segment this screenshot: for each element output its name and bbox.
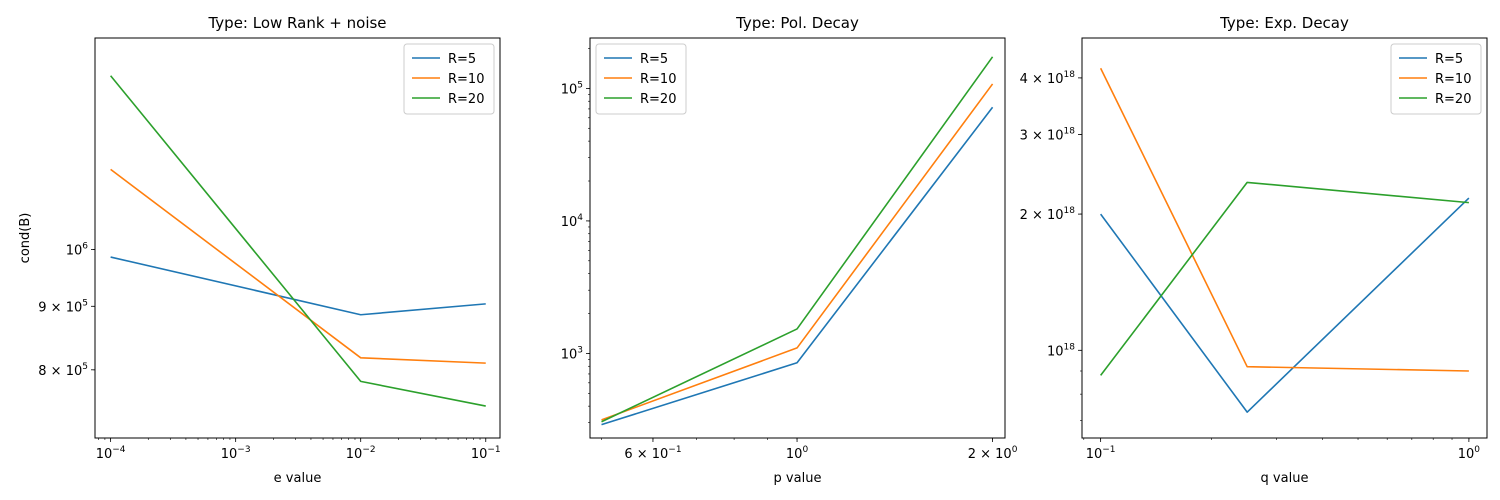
tick-label: 105 — [561, 80, 583, 97]
tick-exponent: 5 — [577, 80, 583, 90]
series-line-r5 — [601, 106, 994, 426]
axes-frame — [589, 37, 1006, 439]
tick-base: 10 — [561, 82, 578, 97]
chart-title: Type: Exp. Decay — [1219, 14, 1349, 32]
tick-label: 10−1 — [1086, 445, 1116, 462]
tick-exponent: 0 — [1012, 445, 1018, 455]
tick-exponent: 0 — [1474, 445, 1480, 455]
x-axis-label: q value — [1261, 471, 1309, 486]
tick-base: 4 × 10 — [1020, 72, 1064, 87]
x-axis-label: p value — [774, 471, 822, 486]
tick-base: 10 — [96, 447, 113, 462]
tick-base: 2 × 10 — [968, 447, 1012, 462]
tick-exponent: −1 — [1102, 445, 1115, 455]
series-line-r5 — [1099, 197, 1470, 413]
tick-base: 10 — [561, 215, 578, 230]
tick-base: 10 — [221, 447, 238, 462]
tick-base: 10 — [346, 447, 363, 462]
tick-exponent: 18 — [1064, 126, 1076, 136]
tick-exponent: 4 — [577, 213, 583, 223]
tick-exponent: −4 — [112, 445, 126, 455]
series-line-r20 — [601, 56, 994, 423]
x-axis-label: e value — [274, 471, 322, 486]
series-line-r10 — [1099, 67, 1469, 372]
tick-exponent: 5 — [82, 298, 88, 308]
tick-base: 10 — [66, 243, 83, 258]
axes-frame — [1081, 37, 1488, 439]
tick-exponent: −2 — [362, 445, 375, 455]
tick-label: 6 × 10−1 — [624, 445, 681, 462]
tick-label: 106 — [66, 241, 89, 258]
tick-base: 2 × 10 — [1020, 208, 1064, 223]
series-line-r5 — [110, 256, 486, 316]
series-line-r20 — [110, 75, 486, 407]
tick-exponent: −3 — [237, 445, 250, 455]
tick-base: 10 — [1458, 447, 1475, 462]
legend-label: R=10 — [640, 72, 676, 87]
tick-base: 6 × 10 — [624, 447, 668, 462]
tick-label: 8 × 105 — [38, 362, 88, 379]
tick-exponent: 6 — [82, 241, 88, 251]
tick-exponent: 0 — [802, 445, 808, 455]
legend: R=5 R=10 R=20 — [1390, 43, 1482, 115]
tick-exponent: 18 — [1064, 206, 1076, 216]
chart-title: Type: Low Rank + noise — [207, 14, 386, 32]
tick-label: 100 — [1458, 445, 1481, 462]
tick-base: 3 × 10 — [1020, 128, 1064, 143]
legend-box — [595, 43, 687, 115]
tick-base: 10 — [1047, 344, 1064, 359]
tick-label: 9 × 105 — [38, 298, 88, 315]
tick-exponent: 18 — [1064, 342, 1076, 352]
legend-label: R=10 — [1435, 72, 1471, 87]
tick-label: 3 × 1018 — [1020, 126, 1076, 143]
tick-label: 10−1 — [471, 445, 501, 462]
legend-label: R=5 — [640, 52, 668, 67]
tick-base: 9 × 10 — [38, 300, 82, 315]
tick-base: 10 — [1086, 447, 1103, 462]
tick-exponent: 18 — [1064, 70, 1076, 80]
legend-label: R=10 — [448, 72, 484, 87]
tick-label: 104 — [561, 213, 584, 230]
legend-label: R=20 — [448, 92, 484, 107]
tick-label: 2 × 1018 — [1020, 206, 1076, 223]
axes-frame — [94, 37, 501, 439]
y-axis-label: cond(B) — [18, 213, 33, 264]
series-line-r10 — [601, 83, 994, 421]
tick-label: 10−3 — [221, 445, 251, 462]
tick-base: 10 — [786, 447, 803, 462]
legend-label: R=5 — [1435, 52, 1463, 67]
tick-base: 10 — [561, 347, 578, 362]
tick-label: 10−2 — [346, 445, 376, 462]
legend: R=5 R=10 R=20 — [403, 43, 495, 115]
legend-box — [403, 43, 495, 115]
tick-exponent: 3 — [577, 345, 583, 355]
tick-label: 2 × 100 — [968, 445, 1018, 462]
tick-base: 10 — [471, 447, 488, 462]
tick-label: 103 — [561, 345, 583, 362]
tick-label: 10−4 — [96, 445, 126, 462]
tick-exponent: −1 — [487, 445, 500, 455]
tick-label: 100 — [786, 445, 809, 462]
legend: R=5 R=10 R=20 — [595, 43, 687, 115]
legend-label: R=20 — [640, 92, 676, 107]
series-line-r10 — [110, 168, 486, 364]
legend-label: R=5 — [448, 52, 476, 67]
legend-label: R=20 — [1435, 92, 1471, 107]
chart-title: Type: Pol. Decay — [735, 14, 859, 32]
tick-base: 8 × 10 — [38, 364, 82, 379]
series-line-r20 — [1100, 181, 1469, 376]
tick-label: 1018 — [1047, 342, 1075, 359]
tick-exponent: −1 — [668, 445, 681, 455]
tick-exponent: 5 — [82, 362, 88, 372]
legend-box — [1390, 43, 1482, 115]
tick-label: 4 × 1018 — [1020, 70, 1076, 87]
